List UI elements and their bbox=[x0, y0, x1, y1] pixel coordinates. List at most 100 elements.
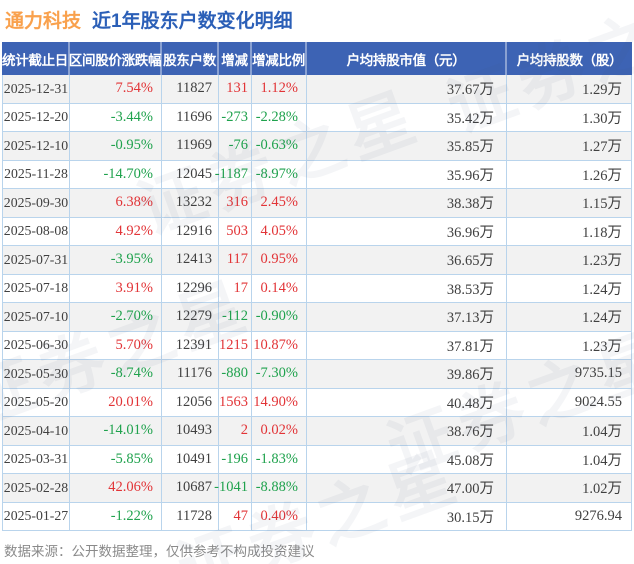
table-cell: -1187 bbox=[215, 160, 251, 188]
table-cell: -1.83% bbox=[251, 445, 306, 473]
table-cell: 12916 bbox=[161, 217, 218, 245]
table-cell: 37.67万 bbox=[306, 75, 506, 103]
table-row: 2025-05-30 -8.74% 11176 -880 -7.30% 39.86万 973… bbox=[3, 360, 631, 389]
table-cell: 11696 bbox=[161, 103, 218, 131]
table-cell: 10493 bbox=[161, 417, 218, 445]
table-cell: -14.70% bbox=[69, 160, 161, 188]
column-header-1: 区间股价涨跌幅 bbox=[68, 42, 162, 75]
table-cell: 12413 bbox=[161, 246, 218, 274]
table-cell: -8.97% bbox=[251, 160, 306, 188]
table-cell: -0.90% bbox=[251, 303, 306, 331]
table-cell: 2 bbox=[218, 417, 251, 445]
table-cell: 1215 bbox=[218, 331, 251, 359]
table-cell: 11728 bbox=[161, 502, 218, 530]
table-cell: 12391 bbox=[161, 331, 218, 359]
table-row: 2025-06-30 5.70% 12391 1215 10.87% 37.81万 1.23… bbox=[3, 331, 631, 360]
table-cell: 35.85万 bbox=[306, 132, 506, 160]
table-cell: 2025-03-31 bbox=[3, 451, 69, 467]
column-header-2: 股东户数 bbox=[160, 42, 217, 75]
table-cell: 9276.94 bbox=[506, 502, 631, 530]
table-cell: 47.00万 bbox=[306, 474, 506, 502]
table-row: 2025-04-10 -14.01% 10493 2 0.02% 38.76万 1.04万 bbox=[3, 417, 631, 446]
table-cell: 4.92% bbox=[69, 217, 161, 245]
shareholder-table: 统计截止日 区间股价涨跌幅 股东户数 增减 增减比例 户均持股市值（元） 户均持股数（股） … bbox=[2, 42, 632, 531]
table-cell: -2.70% bbox=[69, 303, 161, 331]
table-cell: 45.08万 bbox=[306, 445, 506, 473]
table-cell: 35.96万 bbox=[306, 160, 506, 188]
table-cell: 7.54% bbox=[69, 75, 161, 103]
table-cell: 1.27万 bbox=[506, 132, 631, 160]
table-cell: 14.90% bbox=[251, 388, 306, 416]
table-row: 2025-11-28 -14.70% 12045 -1187 -8.97% 35.96万 1… bbox=[3, 160, 631, 189]
table-header-row: 统计截止日 区间股价涨跌幅 股东户数 增减 增减比例 户均持股市值（元） 户均持股数（股） bbox=[2, 42, 632, 75]
table-row: 2025-12-20 -3.44% 11696 -273 -2.28% 35.42万 1.3… bbox=[3, 103, 631, 132]
table-row: 2025-12-31 7.54% 11827 131 1.12% 37.67万 1.29万 bbox=[3, 75, 631, 104]
table-cell: -112 bbox=[218, 303, 251, 331]
table-cell: 4.05% bbox=[251, 217, 306, 245]
table-cell: 38.53万 bbox=[306, 274, 506, 302]
table-cell: 503 bbox=[218, 217, 251, 245]
table-cell: 1.12% bbox=[251, 75, 306, 103]
table-cell: 6.38% bbox=[69, 189, 161, 217]
table-cell: 42.06% bbox=[69, 474, 161, 502]
table-cell: 17 bbox=[218, 274, 251, 302]
table-cell: 2025-09-30 bbox=[3, 194, 69, 210]
page-subtitle: 近1年股东户数变化明细 bbox=[92, 11, 293, 32]
table-cell: 30.15万 bbox=[306, 502, 506, 530]
table-cell: -3.95% bbox=[69, 246, 161, 274]
table-row: 2025-07-10 -2.70% 12279 -112 -0.90% 37.13万 1.2… bbox=[3, 303, 631, 332]
table-cell: 1.15万 bbox=[506, 189, 631, 217]
table-cell: 2025-07-10 bbox=[3, 308, 69, 324]
table-cell: 1.04万 bbox=[506, 417, 631, 445]
column-header-4: 增减比例 bbox=[250, 42, 305, 75]
table-cell: 40.48万 bbox=[306, 388, 506, 416]
table-cell: 36.65万 bbox=[306, 246, 506, 274]
table-cell: 10491 bbox=[161, 445, 218, 473]
table-cell: 2025-08-08 bbox=[3, 223, 69, 239]
table-cell: 2025-05-20 bbox=[3, 394, 69, 410]
table-cell: 1.29万 bbox=[506, 75, 631, 103]
table-cell: 2025-07-18 bbox=[3, 280, 69, 296]
table-body: 2025-12-31 7.54% 11827 131 1.12% 37.67万 1.29万 2… bbox=[2, 75, 632, 531]
table-cell: 0.02% bbox=[251, 417, 306, 445]
table-cell: 0.14% bbox=[251, 274, 306, 302]
table-cell: 11176 bbox=[161, 360, 218, 388]
table-row: 2025-07-18 3.91% 12296 17 0.14% 38.53万 1.24万 bbox=[3, 274, 631, 303]
table-cell: -2.28% bbox=[251, 103, 306, 131]
company-name: 通力科技 bbox=[5, 11, 82, 32]
table-cell: 1.04万 bbox=[506, 445, 631, 473]
table-cell: 47 bbox=[218, 502, 251, 530]
table-cell: 1.26万 bbox=[506, 160, 631, 188]
column-header-5: 户均持股市值（元） bbox=[305, 42, 505, 75]
table-cell: 2025-07-31 bbox=[3, 251, 69, 267]
table-cell: 10687 bbox=[161, 474, 218, 502]
table-cell: 39.86万 bbox=[306, 360, 506, 388]
table-row: 2025-08-08 4.92% 12916 503 4.05% 36.96万 1.18万 bbox=[3, 217, 631, 246]
table-cell: 11827 bbox=[161, 75, 218, 103]
table-cell: 131 bbox=[218, 75, 251, 103]
table-cell: 38.38万 bbox=[306, 189, 506, 217]
table-cell: 2025-12-10 bbox=[3, 137, 69, 153]
table-cell: 37.13万 bbox=[306, 303, 506, 331]
table-cell: 1.30万 bbox=[506, 103, 631, 131]
column-header-3: 增减 bbox=[217, 42, 250, 75]
table-cell: 2025-06-30 bbox=[3, 337, 69, 353]
table-cell: -0.63% bbox=[251, 132, 306, 160]
table-cell: 2025-04-10 bbox=[3, 422, 69, 438]
table-cell: 35.42万 bbox=[306, 103, 506, 131]
table-cell: 10.87% bbox=[251, 331, 306, 359]
table-cell: 1563 bbox=[218, 388, 251, 416]
table-row: 2025-05-20 20.01% 12056 1563 14.90% 40.48万 902… bbox=[3, 388, 631, 417]
table-cell: 0.40% bbox=[251, 502, 306, 530]
table-cell: 12279 bbox=[161, 303, 218, 331]
table-row: 2025-01-27 -1.22% 11728 47 0.40% 30.15万 9276.9… bbox=[3, 502, 631, 531]
data-source-note: 数据来源：公开数据整理，仅供参考不构成投资建议 bbox=[4, 544, 315, 559]
table-row: 2025-02-28 42.06% 10687 -1041 -8.88% 47.00万 1.… bbox=[3, 474, 631, 503]
table-row: 2025-03-31 -5.85% 10491 -196 -1.83% 45.08万 1.0… bbox=[3, 445, 631, 474]
table-cell: 1.23万 bbox=[506, 331, 631, 359]
column-header-6: 户均持股数（股） bbox=[505, 42, 632, 75]
table-cell: 2025-02-28 bbox=[3, 479, 69, 495]
table-cell: -196 bbox=[218, 445, 251, 473]
page-title: 通力科技 近1年股东户数变化明细 bbox=[5, 6, 293, 33]
